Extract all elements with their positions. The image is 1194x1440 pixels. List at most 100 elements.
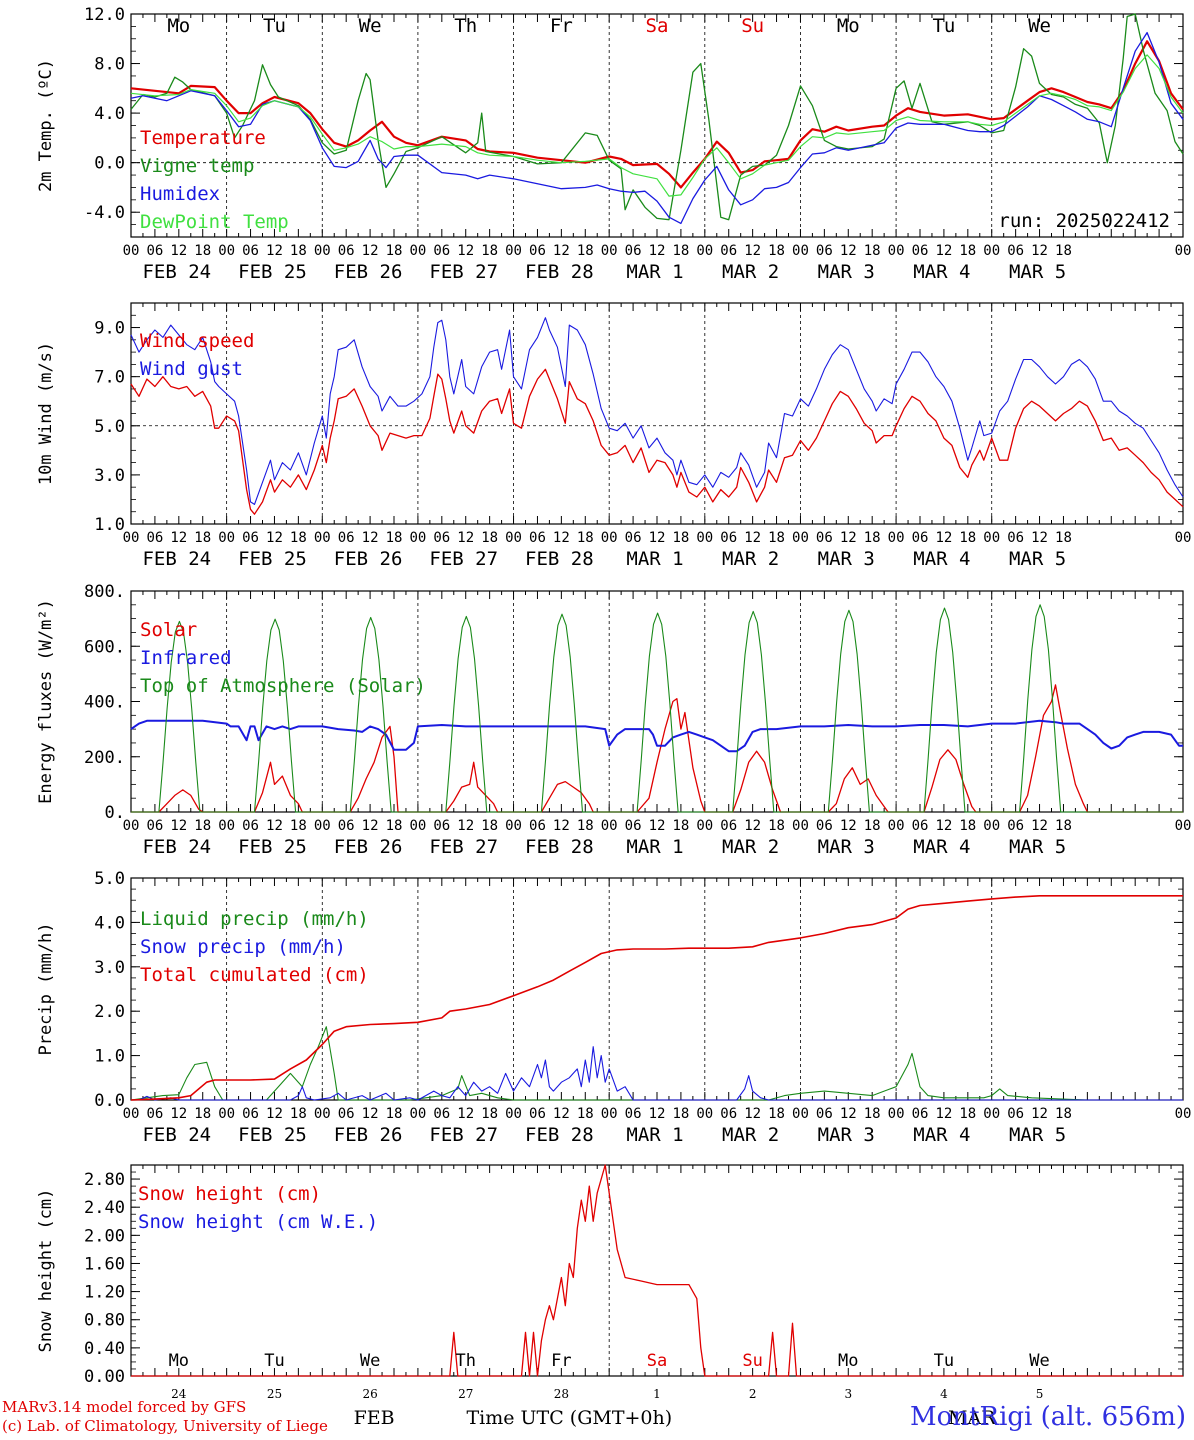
day-number-label: 5	[1036, 1387, 1044, 1401]
panel-wind: 9.0 7.0 5.0 3.0 1.0 10m Wind (m/s) 00 06 12 18 FEB…	[36, 302, 1191, 570]
hour-label: 00	[888, 243, 905, 259]
legend-entry: Infrared	[140, 647, 232, 669]
hour-label: 12	[840, 1106, 857, 1122]
y-tick-label: 1.0	[94, 515, 125, 535]
hour-label: 00	[409, 530, 426, 546]
legend-entry: Vigne temp	[140, 155, 254, 177]
hour-label: 18	[672, 243, 689, 259]
y-tick-label: 400.	[84, 693, 125, 713]
hour-label: 06	[146, 530, 163, 546]
hour-label: 00	[696, 530, 713, 546]
y-tick-label: 0.0	[94, 1091, 125, 1111]
date-label: FEB 24	[142, 548, 211, 570]
hour-label: 00	[983, 243, 1000, 259]
hour-label: 00	[314, 530, 331, 546]
hour-label: 12	[266, 243, 283, 259]
hour-label: 18	[194, 1106, 211, 1122]
y-axis-title: Precip (mm/h)	[36, 922, 56, 1055]
hour-label: 00	[888, 530, 905, 546]
y-axis-title: Energy fluxes (W/m²)	[36, 599, 56, 804]
date-label: FEB 26	[334, 261, 403, 283]
weekday-label: Th	[454, 15, 477, 37]
date-label: MAR 1	[626, 1124, 683, 1146]
hour-label: 00	[696, 818, 713, 834]
legend-entry: DewPoint Temp	[140, 211, 289, 233]
date-label: FEB 28	[525, 836, 594, 858]
hour-label: 06	[529, 818, 546, 834]
hour-label: 00	[505, 818, 522, 834]
weekday-label: Fr	[550, 15, 573, 37]
hour-label: 06	[912, 243, 929, 259]
y-axis-title: 10m Wind (m/s)	[36, 342, 56, 485]
date-label: FEB 25	[238, 548, 307, 570]
hour-label: 06	[720, 1106, 737, 1122]
date-label: MAR 5	[1009, 261, 1066, 283]
date-label: MAR 3	[818, 1124, 875, 1146]
hour-label: 06	[816, 1106, 833, 1122]
hour-label: 18	[290, 530, 307, 546]
hour-label: 18	[577, 818, 594, 834]
date-label: MAR 3	[818, 261, 875, 283]
y-tick-label: 4.0	[94, 104, 125, 124]
date-label: MAR 3	[818, 548, 875, 570]
hour-label: 06	[242, 243, 259, 259]
hour-label: 00	[123, 818, 140, 834]
hour-label: 18	[577, 243, 594, 259]
date-label: FEB 27	[429, 1124, 498, 1146]
hour-label: 00	[696, 1106, 713, 1122]
hour-label: 18	[194, 818, 211, 834]
hour-label: 06	[1007, 818, 1024, 834]
y-tick-label: 9.0	[94, 319, 125, 339]
series-line-vigne-temp	[130, 13, 1184, 221]
hour-label: 00	[1175, 818, 1192, 834]
y-tick-label: 0.80	[84, 1311, 125, 1331]
y-axis-title: Snow height (cm)	[36, 1189, 56, 1353]
hour-label: 18	[672, 530, 689, 546]
hour-label: 00	[792, 818, 809, 834]
hour-label: 18	[864, 243, 881, 259]
hour-label: 06	[433, 243, 450, 259]
hour-label: 12	[553, 243, 570, 259]
hour-label: 06	[625, 243, 642, 259]
date-label: MAR 4	[913, 836, 970, 858]
y-tick-label: 0.	[105, 803, 125, 823]
weekday-label: Sa	[646, 15, 669, 37]
hour-label: 12	[457, 243, 474, 259]
hour-label: 12	[170, 1106, 187, 1122]
hour-label: 00	[983, 530, 1000, 546]
y-tick-label: 1.20	[84, 1283, 125, 1303]
hour-label: 06	[433, 818, 450, 834]
hour-label: 06	[529, 1106, 546, 1122]
hour-label: 00	[505, 243, 522, 259]
y-tick-label: -4.0	[84, 203, 125, 223]
legend-entry: Solar	[140, 619, 197, 641]
weekday-label: Mo	[169, 1351, 189, 1371]
hour-label: 00	[123, 530, 140, 546]
hour-label: 00	[601, 1106, 618, 1122]
hour-label: 18	[481, 243, 498, 259]
date-label: FEB 28	[525, 1124, 594, 1146]
day-number-label: 27	[458, 1387, 473, 1401]
hour-label: 12	[935, 818, 952, 834]
weekday-label: Tu	[264, 1351, 284, 1371]
hour-label: 06	[242, 818, 259, 834]
series-line-total-cumulated-cm	[130, 895, 1183, 1101]
date-label: MAR 2	[722, 836, 779, 858]
y-tick-label: 1.60	[84, 1254, 125, 1274]
hour-label: 18	[959, 530, 976, 546]
date-label: MAR 1	[626, 548, 683, 570]
legend-entry: Liquid precip (mm/h)	[140, 908, 369, 930]
hour-label: 18	[194, 530, 211, 546]
hour-label: 00	[888, 1106, 905, 1122]
y-axis-title: 2m Temp. (ºC)	[36, 59, 56, 192]
hour-label: 12	[457, 530, 474, 546]
hour-label: 12	[266, 818, 283, 834]
date-label: MAR 1	[626, 836, 683, 858]
hour-label: 12	[170, 243, 187, 259]
date-label: FEB 25	[238, 261, 307, 283]
y-tick-label: 2.40	[84, 1198, 125, 1218]
date-label: MAR 4	[913, 261, 970, 283]
hour-label: 18	[386, 818, 403, 834]
hour-label: 06	[1007, 1106, 1024, 1122]
